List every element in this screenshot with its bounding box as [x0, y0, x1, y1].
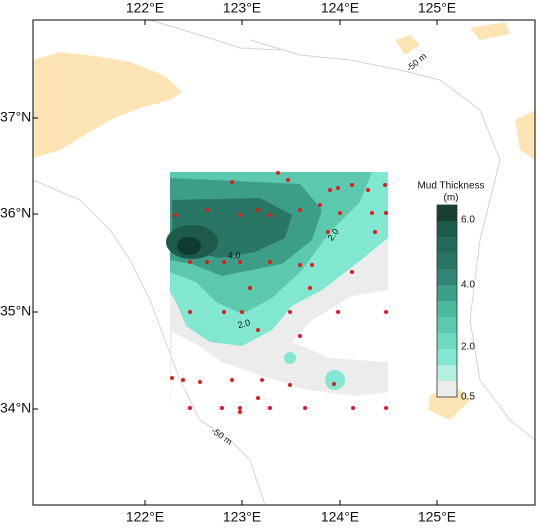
- lat-label: 36°N: [0, 205, 31, 221]
- legend-tick: 0.5: [461, 392, 475, 403]
- lon-label: 122°E: [126, 0, 164, 16]
- lon-label: 123°E: [223, 509, 261, 525]
- lon-label: 124°E: [321, 0, 359, 16]
- stations: [170, 171, 388, 414]
- lon-label: 125°E: [418, 509, 456, 525]
- lon-label: 124°E: [321, 509, 359, 525]
- frame: [32, 19, 536, 506]
- legend-tick: 4.0: [461, 280, 475, 291]
- legend-unit: (m): [444, 193, 459, 204]
- lat-label: 35°N: [0, 303, 31, 319]
- depth-contours: [32, 19, 536, 506]
- lon-label: 125°E: [418, 0, 456, 16]
- lat-label: 34°N: [0, 400, 31, 416]
- legend-tick: 2.0: [461, 342, 475, 353]
- contour-label: 4.0: [228, 250, 241, 260]
- depth-label: -50 m: [404, 51, 428, 73]
- legend-title: Mud Thickness: [417, 181, 484, 192]
- contour-label: 2.0: [237, 317, 252, 330]
- lon-label: 123°E: [223, 0, 261, 16]
- ticks: [33, 20, 438, 505]
- depth-label: -50 m: [209, 425, 234, 446]
- colorbar: Mud Thickness (m) 6.0 4.0 2.0 0.5: [417, 181, 484, 403]
- lon-label: 122°E: [126, 509, 164, 525]
- legend-tick: 6.0: [461, 215, 475, 226]
- lat-label: 37°N: [0, 109, 31, 125]
- mud-thickness-field: [166, 172, 388, 413]
